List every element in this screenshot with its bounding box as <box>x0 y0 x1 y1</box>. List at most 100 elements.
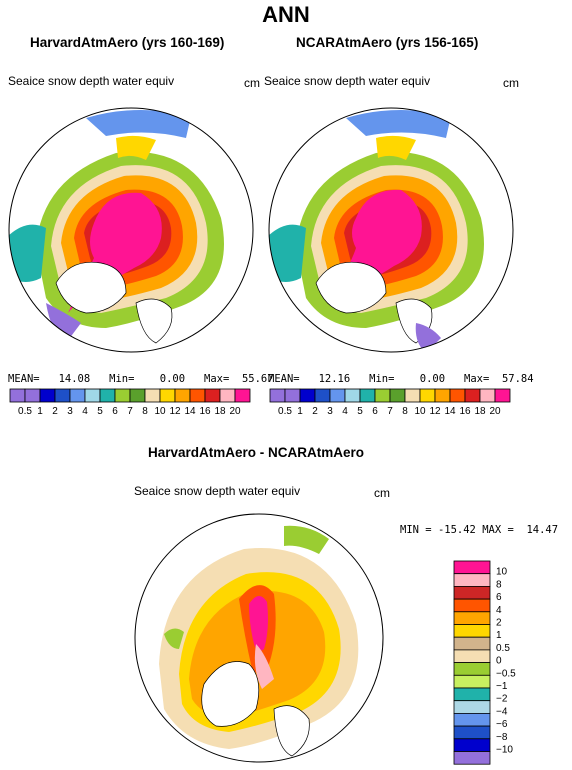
colorbar-swatch <box>159 388 176 403</box>
colorbar-swatch <box>204 388 221 403</box>
colorbar-tick-label: 0 <box>496 656 502 667</box>
colorbar-swatch <box>69 388 86 403</box>
colorbar-swatch <box>129 388 146 403</box>
colorbar-tick-label: 18 <box>214 406 226 417</box>
colorbar-tick-label: 2 <box>496 618 502 629</box>
max-value: 55.67 <box>241 373 274 385</box>
colorbar-tick-label: 6 <box>372 406 378 417</box>
colorbar-swatch <box>219 388 236 403</box>
min-value: -15.42 <box>437 524 476 536</box>
mean-label: MEAN= <box>268 373 300 385</box>
colorbar-swatch <box>9 388 26 403</box>
colorbar-tick-label: 10 <box>154 406 166 417</box>
colorbar-tick-label: 8 <box>402 406 408 417</box>
colorbar-tick-label: 2 <box>52 406 58 417</box>
colorbar-swatch <box>359 388 376 403</box>
colorbar-tick-label: 14 <box>184 406 196 417</box>
colorbar-swatch <box>453 662 491 676</box>
colorbar-swatch <box>453 674 491 689</box>
colorbar-swatch <box>404 388 421 403</box>
colorbar-tick-label: 6 <box>112 406 118 417</box>
colorbar-swatch <box>84 388 101 403</box>
colorbar-tick-label: 1 <box>37 406 43 417</box>
diff-stats: MIN = -15.42 MAX = 14.47 <box>400 524 558 536</box>
mean-value: 12.16 <box>318 373 351 385</box>
colorbar-tick-label: 18 <box>474 406 486 417</box>
max-value: 57.84 <box>501 373 534 385</box>
colorbar-tick-label: 4 <box>82 406 88 417</box>
colorbar-tick-label: 3 <box>327 406 333 417</box>
min-label: Min= <box>369 373 395 385</box>
polar-map-harvard <box>8 107 254 353</box>
colorbar-tick-label: 0.5 <box>496 643 510 654</box>
colorbar-swatch <box>453 700 491 714</box>
colorbar-swatch <box>453 725 491 740</box>
colorbar-tick-label: 1 <box>496 630 502 641</box>
colorbar-tick-label: 14 <box>444 406 456 417</box>
colorbar-tick-label: 0.5 <box>278 406 292 417</box>
colorbar-tick-label: 20 <box>489 406 501 417</box>
colorbar-swatch <box>453 560 491 575</box>
colorbar-tick-label: 0.5 <box>18 406 32 417</box>
colorbar-tick-label: 12 <box>429 406 441 417</box>
colorbar-swatch <box>114 388 131 403</box>
colorbar-tick-label: 2 <box>312 406 318 417</box>
colorbar-swatch <box>419 388 436 403</box>
colorbar-swatch <box>453 649 491 664</box>
colorbar-swatch <box>449 388 466 403</box>
max-value: 14.47 <box>526 524 559 536</box>
colorbar-swatch <box>453 751 491 765</box>
colorbar-tick-label: −2 <box>496 694 508 705</box>
page-title: ANN <box>262 2 310 27</box>
colorbar-swatch <box>144 388 161 403</box>
colorbar-swatch <box>453 738 491 752</box>
max-label: Max= <box>464 373 490 385</box>
colorbar-swatch <box>453 624 491 638</box>
colorbar-swatch <box>24 388 41 403</box>
colorbar-ncar: 0.5 1 2 3 4 5 6 7 8 10 12 14 16 18 20 <box>269 388 511 417</box>
colorbar-tick-label: 8 <box>142 406 148 417</box>
colorbar-tick-label: −6 <box>496 719 508 730</box>
colorbar-swatch <box>464 388 481 403</box>
colorbar-tick-label: 8 <box>496 579 502 590</box>
colorbar-swatch <box>453 585 491 600</box>
panel-title-harvard: HarvardAtmAero (yrs 160-169) <box>30 35 225 50</box>
units-label-right: cm <box>503 76 519 90</box>
colorbar-tick-label: 7 <box>127 406 133 417</box>
variable-label-left: Seaice snow depth water equiv <box>8 74 175 88</box>
colorbar-tick-label: 10 <box>496 567 508 578</box>
colorbar-swatch <box>314 388 331 403</box>
colorbar-swatch <box>54 388 71 403</box>
colorbar-swatch <box>39 388 56 403</box>
units-label-left: cm <box>244 76 260 90</box>
colorbar-swatch <box>494 388 511 403</box>
colorbar-tick-label: 16 <box>459 406 471 417</box>
colorbar-harvard: 0.5 1 2 3 4 5 6 7 8 10 12 14 16 18 20 <box>9 388 251 417</box>
stats-right: MEAN= 12.16 Min= 0.00 Max= 57.84 <box>268 373 534 385</box>
colorbar-tick-label: −8 <box>496 732 508 743</box>
colorbar-tick-label: 16 <box>199 406 211 417</box>
colorbar-tick-label: 5 <box>97 406 103 417</box>
colorbar-swatch <box>269 388 286 403</box>
colorbar-swatch <box>479 388 496 403</box>
colorbar-tick-label: −4 <box>496 706 508 717</box>
max-label: MAX = <box>482 524 514 536</box>
colorbar-tick-label: 1 <box>297 406 303 417</box>
colorbar-tick-label: 7 <box>387 406 393 417</box>
colorbar-swatch <box>453 636 491 651</box>
min-value: 0.00 <box>159 373 186 385</box>
colorbar-tick-label: 6 <box>496 592 502 603</box>
colorbar-tick-label: 5 <box>357 406 363 417</box>
colorbar-swatch <box>174 388 191 403</box>
colorbar-tick-label: 10 <box>414 406 426 417</box>
panel-title-ncar: NCARAtmAero (yrs 156-165) <box>296 35 479 50</box>
colorbar-swatch <box>299 388 316 403</box>
colorbar-swatch <box>344 388 361 403</box>
colorbar-swatch <box>374 388 391 403</box>
min-label: MIN = <box>400 524 432 536</box>
colorbar-tick-label: 12 <box>169 406 181 417</box>
colorbar-tick-label: 4 <box>496 605 502 616</box>
variable-label-diff: Seaice snow depth water equiv <box>134 484 301 498</box>
colorbar-tick-label: −0.5 <box>496 668 516 679</box>
max-label: Max= <box>204 373 230 385</box>
